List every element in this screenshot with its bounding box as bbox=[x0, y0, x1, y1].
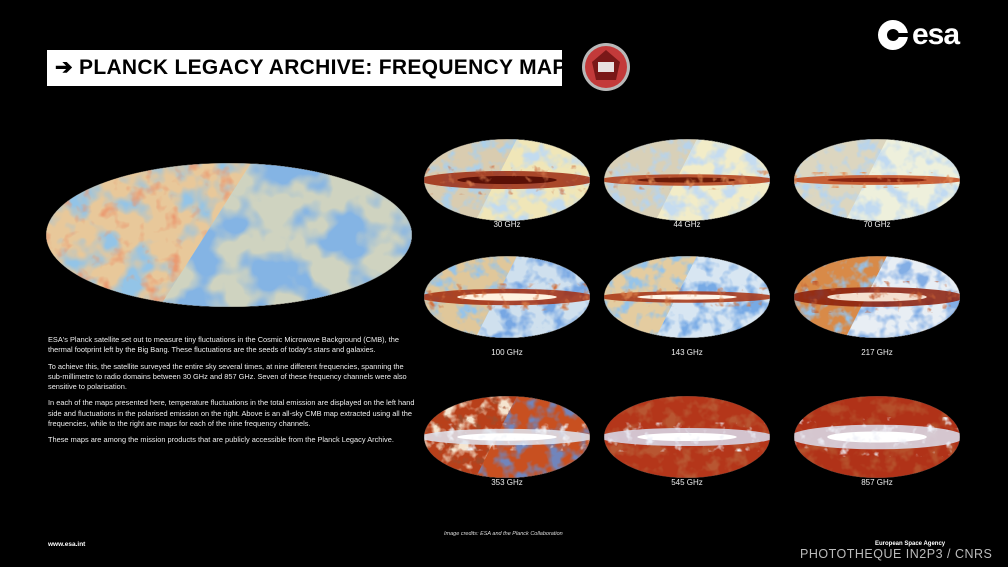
sky-map bbox=[424, 139, 590, 221]
map-texture bbox=[604, 422, 770, 452]
map-label: 30 GHz bbox=[493, 220, 521, 229]
planck-icon bbox=[582, 43, 630, 91]
paragraph: ESA's Planck satellite set out to measur… bbox=[48, 335, 399, 355]
description: ESA's Planck satellite set out to measur… bbox=[48, 335, 416, 452]
watermark: PHOTOTHEQUE IN2P3 / CNRS bbox=[800, 547, 993, 561]
map-label: 353 GHz bbox=[491, 478, 523, 487]
website: www.esa.int bbox=[48, 541, 86, 548]
sky-map bbox=[424, 256, 590, 338]
sky-map bbox=[794, 396, 960, 478]
sky-map bbox=[604, 139, 770, 221]
agency: European Space Agency bbox=[875, 541, 946, 547]
map-label: 545 GHz bbox=[671, 478, 703, 487]
map-label: 143 GHz bbox=[671, 348, 703, 357]
map-texture bbox=[794, 417, 960, 457]
paragraph: In each of the maps presented here, temp… bbox=[48, 398, 415, 429]
sky-map bbox=[424, 396, 590, 478]
credits: Image credits: ESA and the Planck Collab… bbox=[444, 531, 563, 537]
map-texture bbox=[604, 170, 770, 190]
map-label: 100 GHz bbox=[491, 348, 523, 357]
esa-emblem bbox=[878, 20, 909, 50]
title: ➔ PLANCK LEGACY ARCHIVE: FREQUENCY MAPS bbox=[47, 50, 581, 86]
map-texture bbox=[794, 281, 960, 313]
paragraph: To achieve this, the satellite surveyed … bbox=[48, 361, 407, 392]
sky-map bbox=[794, 139, 960, 221]
map-label: 857 GHz bbox=[861, 478, 893, 487]
map-texture bbox=[424, 423, 590, 451]
sky-map bbox=[794, 256, 960, 338]
logo: esa bbox=[912, 18, 960, 51]
map-label: 70 GHz bbox=[863, 220, 891, 229]
map-texture bbox=[604, 287, 770, 307]
sky-map bbox=[604, 396, 770, 478]
sky-map bbox=[604, 256, 770, 338]
map-texture bbox=[794, 172, 960, 188]
map-texture bbox=[424, 283, 590, 311]
map-texture bbox=[424, 165, 590, 195]
sky-map bbox=[46, 163, 412, 307]
paragraph: These maps are among the mission product… bbox=[48, 435, 394, 445]
map-label: 44 GHz bbox=[673, 220, 701, 229]
map-label: 217 GHz bbox=[861, 348, 893, 357]
